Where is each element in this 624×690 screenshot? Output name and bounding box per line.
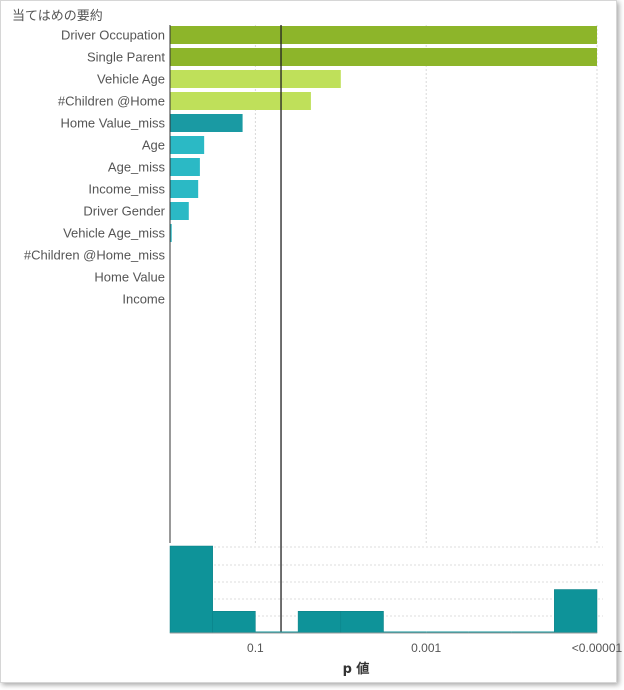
bar — [170, 26, 597, 44]
category-label: Age — [142, 138, 165, 153]
category-label: Home Value_miss — [60, 116, 165, 131]
category-label: Age_miss — [108, 160, 166, 175]
x-tick-label: <0.00001 — [572, 641, 623, 655]
x-axis-title: p 値 — [343, 661, 370, 677]
category-label: #Children @Home — [58, 94, 165, 109]
bar — [170, 114, 243, 132]
x-tick-label: 0.1 — [247, 641, 264, 655]
category-label: Single Parent — [87, 50, 165, 65]
bar — [170, 180, 199, 198]
bar — [170, 70, 341, 88]
report-panel — [0, 0, 617, 683]
bar — [170, 48, 597, 66]
category-label: Vehicle Age_miss — [63, 226, 165, 241]
histogram-bin — [426, 631, 469, 633]
histogram-bin — [340, 611, 384, 634]
histogram-bin — [255, 631, 299, 633]
x-tick-label: 0.001 — [411, 641, 441, 655]
histogram-bin — [554, 589, 598, 634]
bar — [170, 158, 200, 176]
category-label: Driver Gender — [83, 204, 165, 219]
histogram-bin — [468, 631, 512, 633]
category-label: #Children @Home_miss — [24, 248, 166, 263]
category-label: Vehicle Age — [97, 72, 165, 87]
histogram-bin — [383, 631, 427, 633]
category-label: Home Value — [94, 270, 165, 285]
bar — [170, 136, 205, 154]
panel-title: 当てはめの要約 — [12, 9, 103, 24]
histogram-bin — [169, 545, 213, 634]
bar — [170, 92, 311, 110]
histogram-bin — [212, 611, 256, 634]
histogram-bin — [297, 611, 342, 634]
category-label: Income_miss — [88, 182, 165, 197]
category-label: Income — [122, 292, 165, 307]
histogram-bin — [511, 631, 555, 633]
category-label: Driver Occupation — [61, 28, 165, 43]
bar — [170, 202, 189, 220]
bar — [170, 224, 172, 242]
